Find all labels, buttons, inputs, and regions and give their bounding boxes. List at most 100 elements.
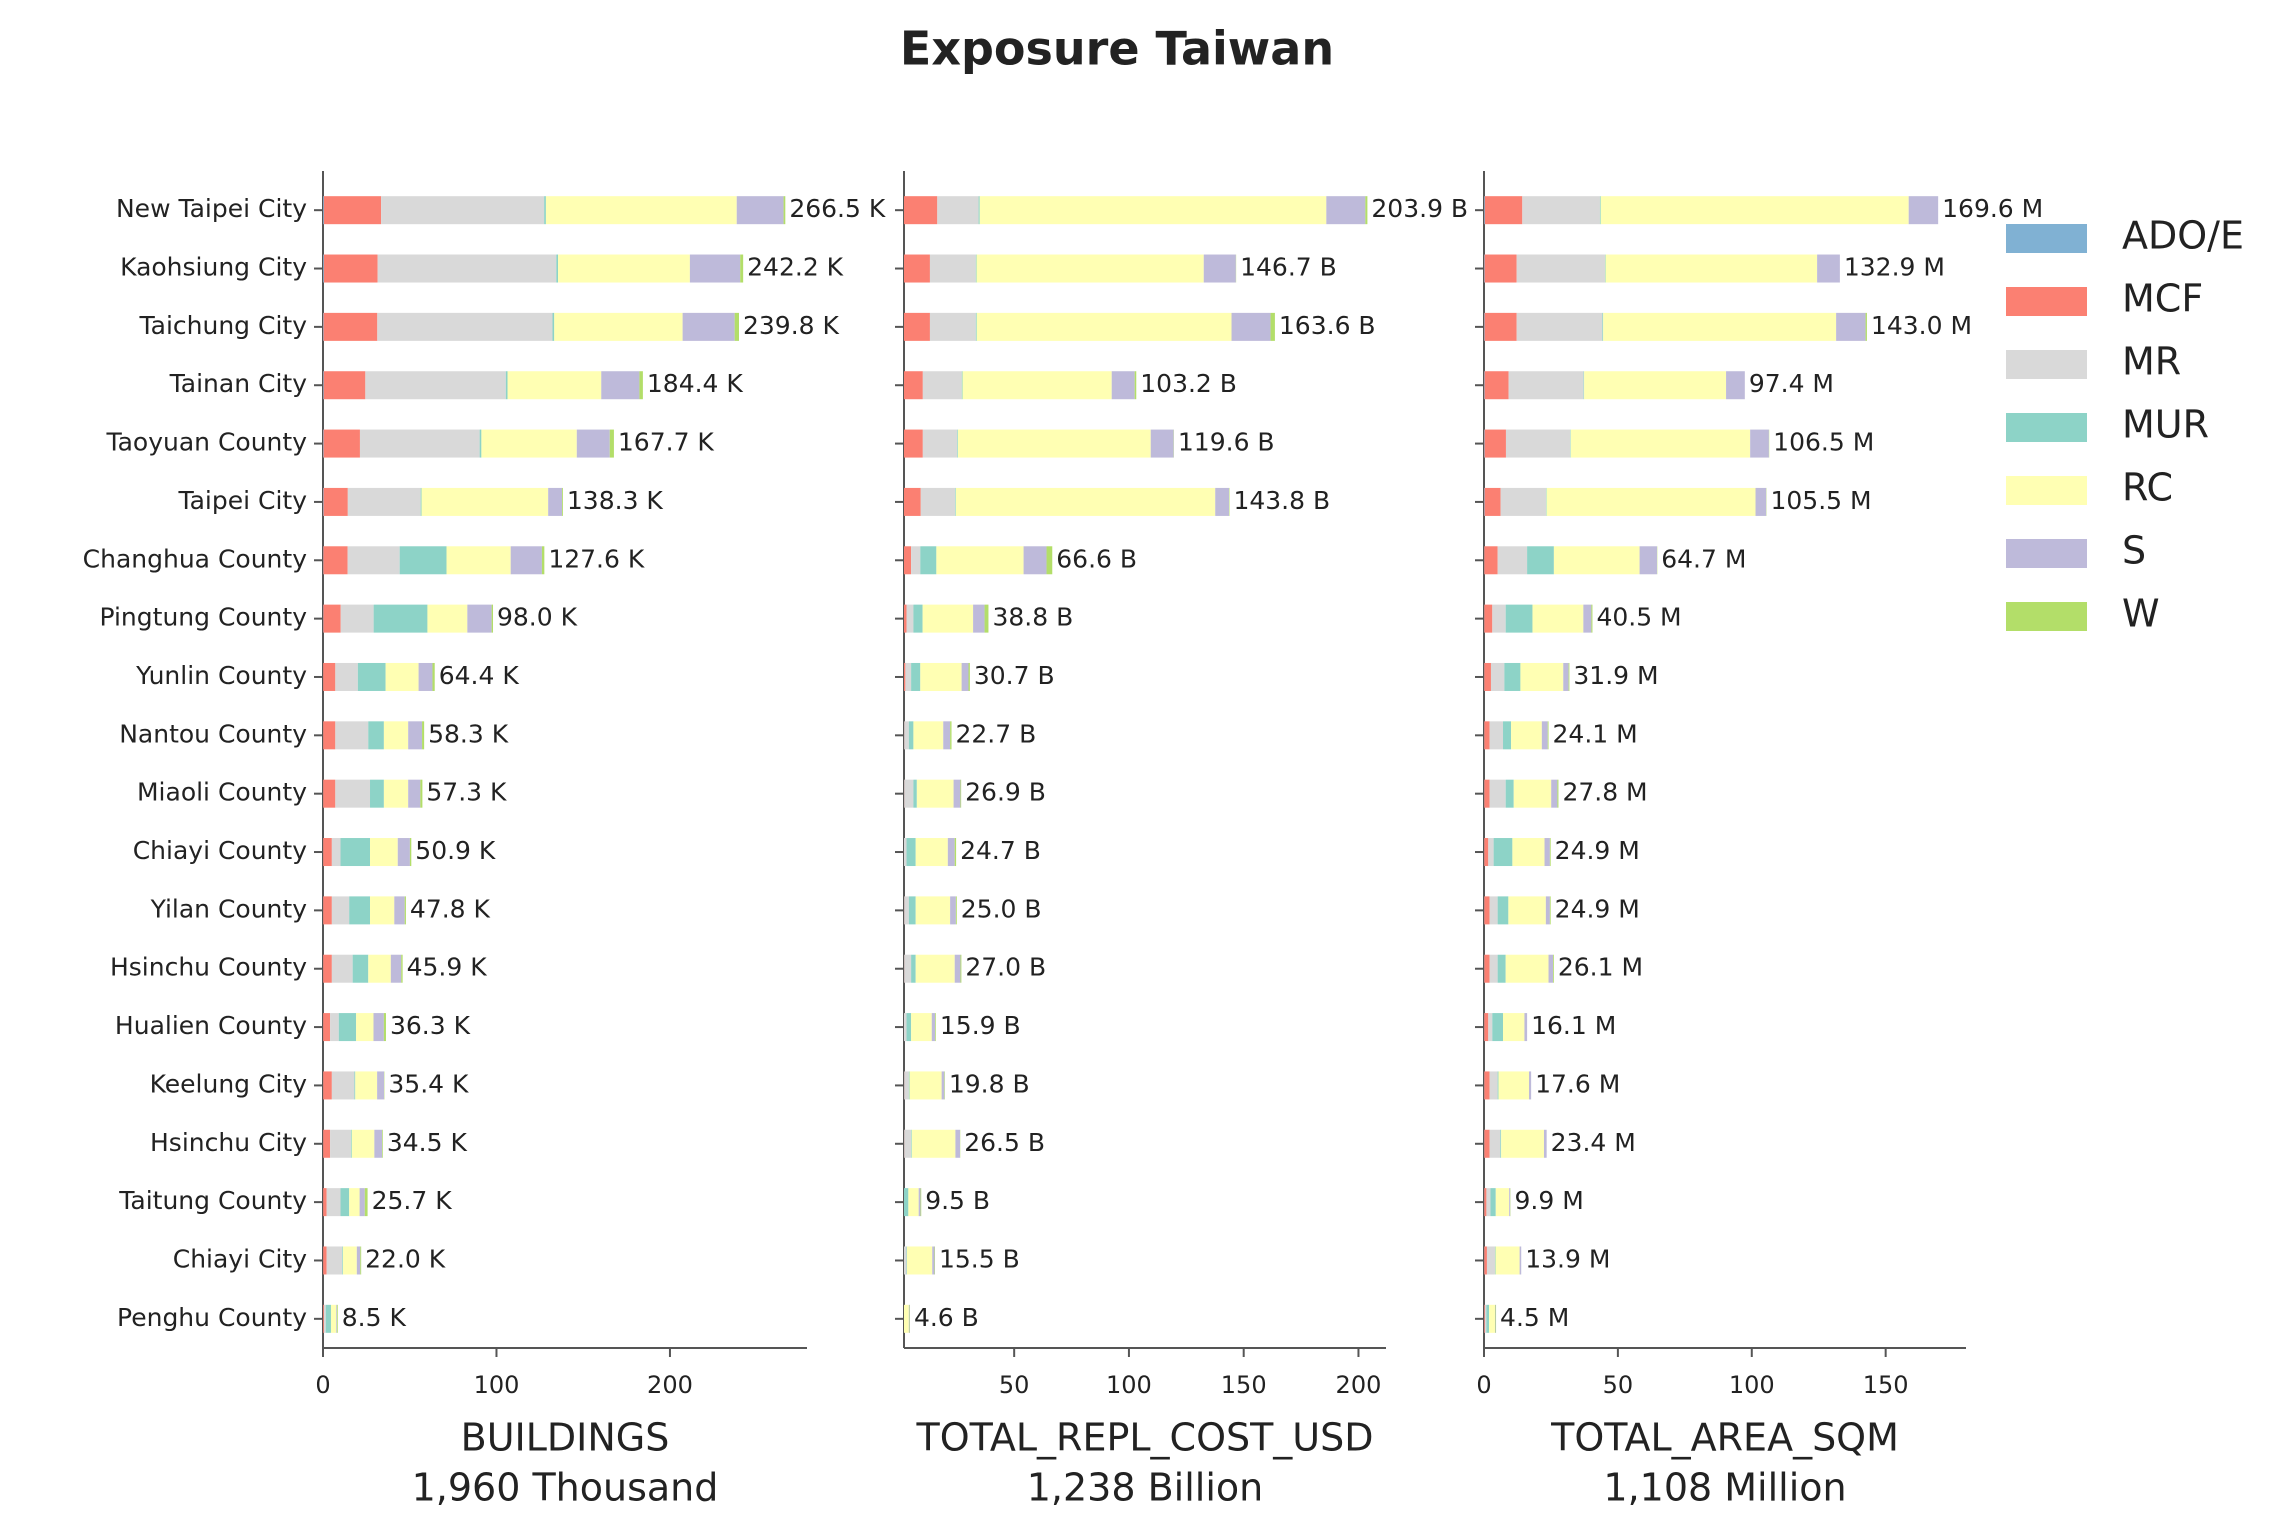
bar-segment: [394, 896, 404, 924]
bar-segment: [323, 546, 347, 574]
bar-segment: [324, 255, 378, 283]
bar-segment: [904, 1246, 907, 1274]
total-label: 66.6 B: [1056, 544, 1137, 573]
bar-segment: [1490, 1188, 1495, 1216]
bar-segment: [1484, 430, 1485, 458]
y-tick-label: Hsinchu City: [150, 1128, 307, 1157]
bar-segment: [327, 1246, 343, 1274]
bar-segment: [1488, 1013, 1492, 1041]
bar-segment: [977, 255, 1204, 283]
bar-segment: [506, 371, 508, 399]
bar-segment: [1326, 196, 1365, 224]
bar-segment: [386, 663, 419, 691]
bar-segment: [957, 430, 958, 458]
total-label: 27.0 B: [965, 953, 1046, 982]
bar-segment: [381, 196, 544, 224]
bar-segment: [1484, 780, 1489, 808]
bar-segment: [353, 955, 369, 983]
y-tick-label: Chiayi City: [173, 1244, 307, 1273]
bar-segment: [921, 488, 955, 516]
bar-segment: [904, 838, 907, 866]
bar-segment: [355, 1071, 377, 1099]
bar-segment: [324, 430, 360, 458]
bar-segment: [368, 721, 384, 749]
total-label: 127.6 K: [548, 544, 645, 573]
bar-segment: [365, 371, 506, 399]
total-label: 26.9 B: [965, 778, 1046, 807]
total-label: 184.4 K: [647, 369, 744, 398]
total-label: 25.0 B: [961, 894, 1042, 923]
bar-segment: [1490, 721, 1503, 749]
bar-segment: [1520, 1246, 1522, 1274]
bar-segment: [639, 371, 642, 399]
bar-segment: [1542, 721, 1548, 749]
bar-segment: [963, 371, 1112, 399]
bar-segment: [920, 663, 961, 691]
total-label: 45.9 K: [407, 953, 488, 982]
bar-segment: [1503, 721, 1511, 749]
x-tick-label: 100: [474, 1371, 520, 1399]
bar-segment: [1484, 255, 1485, 283]
bar-segment: [1484, 896, 1489, 924]
bar-segment: [907, 1246, 932, 1274]
bar-segment: [1571, 430, 1750, 458]
bar-segment: [324, 488, 348, 516]
bar-segment: [378, 255, 557, 283]
y-tick-label: Kaohsiung City: [120, 253, 307, 282]
bar-segment: [1024, 546, 1047, 574]
bar-segment: [1486, 1305, 1489, 1333]
bar-segment: [324, 1305, 326, 1333]
legend-label: ADO/E: [2122, 214, 2244, 258]
y-tick-label: Yunlin County: [135, 661, 307, 690]
total-label: 8.5 K: [342, 1303, 407, 1332]
bar-segment: [909, 1071, 910, 1099]
bar-segment: [1524, 1013, 1527, 1041]
bar-segment: [911, 663, 920, 691]
bar-segment: [1527, 546, 1554, 574]
bar-segment: [921, 1188, 922, 1216]
bar-segment: [432, 663, 434, 691]
bar-segment: [904, 1130, 911, 1158]
bar-segment: [911, 546, 920, 574]
bar-segment: [1500, 1130, 1501, 1158]
y-tick-label: Nantou County: [119, 719, 307, 748]
x-tick-label: 150: [1221, 1371, 1267, 1399]
y-tick-label: Changhua County: [83, 544, 308, 573]
bar-segment: [349, 896, 370, 924]
bar-segment: [542, 546, 544, 574]
total-label: 35.4 K: [388, 1069, 469, 1098]
bar-segment: [968, 663, 969, 691]
legend-label: MCF: [2122, 277, 2203, 321]
x-axis-label: TOTAL_AREA_SQM: [1550, 1416, 1899, 1460]
y-tick-label: Hualien County: [115, 1011, 307, 1040]
bar-segment: [356, 1013, 373, 1041]
x-tick-label: 0: [315, 1371, 330, 1399]
bar-segment: [904, 196, 937, 224]
bar-segment: [1484, 1305, 1485, 1333]
bar-segment: [1909, 196, 1938, 224]
bar-segment: [480, 430, 482, 458]
bar-segment: [904, 780, 913, 808]
bar-segment: [1547, 488, 1756, 516]
bar-segment: [1640, 546, 1657, 574]
bar-segment: [410, 838, 411, 866]
bar-segment: [1503, 1013, 1524, 1041]
bar-segment: [335, 663, 358, 691]
total-label: 26.5 B: [964, 1128, 1045, 1157]
bar-segment: [357, 1246, 360, 1274]
total-label: 34.5 K: [387, 1128, 468, 1157]
total-label: 26.1 M: [1558, 953, 1643, 982]
total-label: 167.7 K: [618, 428, 715, 457]
total-label: 24.1 M: [1553, 719, 1638, 748]
bar-segment: [420, 780, 422, 808]
bar-segment: [324, 196, 381, 224]
total-label: 22.7 B: [956, 719, 1037, 748]
bar-segment: [904, 1071, 909, 1099]
y-tick-label: Taoyuan County: [105, 428, 307, 457]
bar-segment: [980, 196, 1327, 224]
y-tick-label: Taitung County: [118, 1186, 307, 1215]
bar-segment: [1484, 838, 1488, 866]
bar-segment: [1554, 546, 1640, 574]
bar-segment: [1546, 488, 1547, 516]
bar-segment: [1490, 1071, 1498, 1099]
